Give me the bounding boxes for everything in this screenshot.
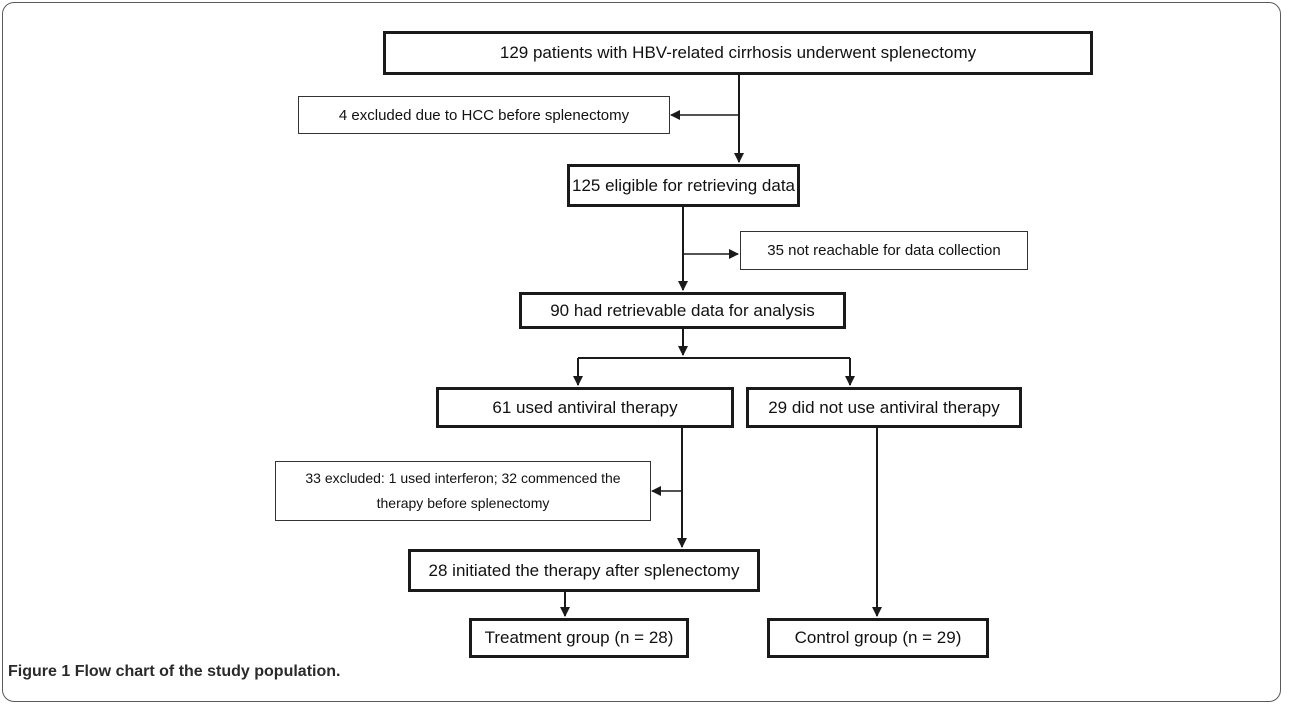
box-not-reachable: 35 not reachable for data collection (740, 231, 1028, 270)
box-eligible-text: 125 eligible for retrieving data (571, 175, 796, 195)
figure-caption-label: Figure 1 (8, 663, 71, 680)
box-excluded-interferon-line2: therapy before splenectomy (376, 495, 550, 511)
figure-caption-title: Flow chart of the study population. (74, 663, 341, 680)
box-initiated-after-text: 28 initiated the therapy after splenecto… (428, 560, 740, 580)
box-excluded-interferon: 33 excluded: 1 used interferon; 32 comme… (275, 461, 651, 521)
box-no-antiviral-text: 29 did not use antiviral therapy (768, 397, 1000, 417)
box-treatment-group: Treatment group (n = 28) (469, 618, 689, 658)
figure-caption: Figure 1 Flow chart of the study populat… (8, 663, 340, 681)
box-control-group: Control group (n = 29) (767, 618, 989, 658)
box-excluded-interferon-line1: 33 excluded: 1 used interferon; 32 comme… (305, 470, 621, 486)
box-not-reachable-text: 35 not reachable for data collection (767, 242, 1001, 259)
box-initial-patients-text: 129 patients with HBV-related cirrhosis … (499, 43, 977, 62)
box-retrievable-data: 90 had retrievable data for analysis (519, 292, 846, 329)
box-used-antiviral: 61 used antiviral therapy (436, 387, 734, 428)
box-no-antiviral: 29 did not use antiviral therapy (746, 387, 1022, 428)
box-excluded-hcc: 4 excluded due to HCC before splenectomy (298, 96, 670, 134)
box-initial-patients: 129 patients with HBV-related cirrhosis … (383, 31, 1093, 75)
box-eligible: 125 eligible for retrieving data (567, 164, 800, 207)
box-treatment-group-text: Treatment group (n = 28) (484, 628, 674, 647)
box-excluded-hcc-text: 4 excluded due to HCC before splenectomy (338, 106, 630, 124)
box-retrievable-data-text: 90 had retrievable data for analysis (550, 300, 815, 320)
box-initiated-after: 28 initiated the therapy after splenecto… (408, 549, 760, 592)
box-used-antiviral-text: 61 used antiviral therapy (492, 397, 678, 417)
box-control-group-text: Control group (n = 29) (794, 628, 962, 647)
